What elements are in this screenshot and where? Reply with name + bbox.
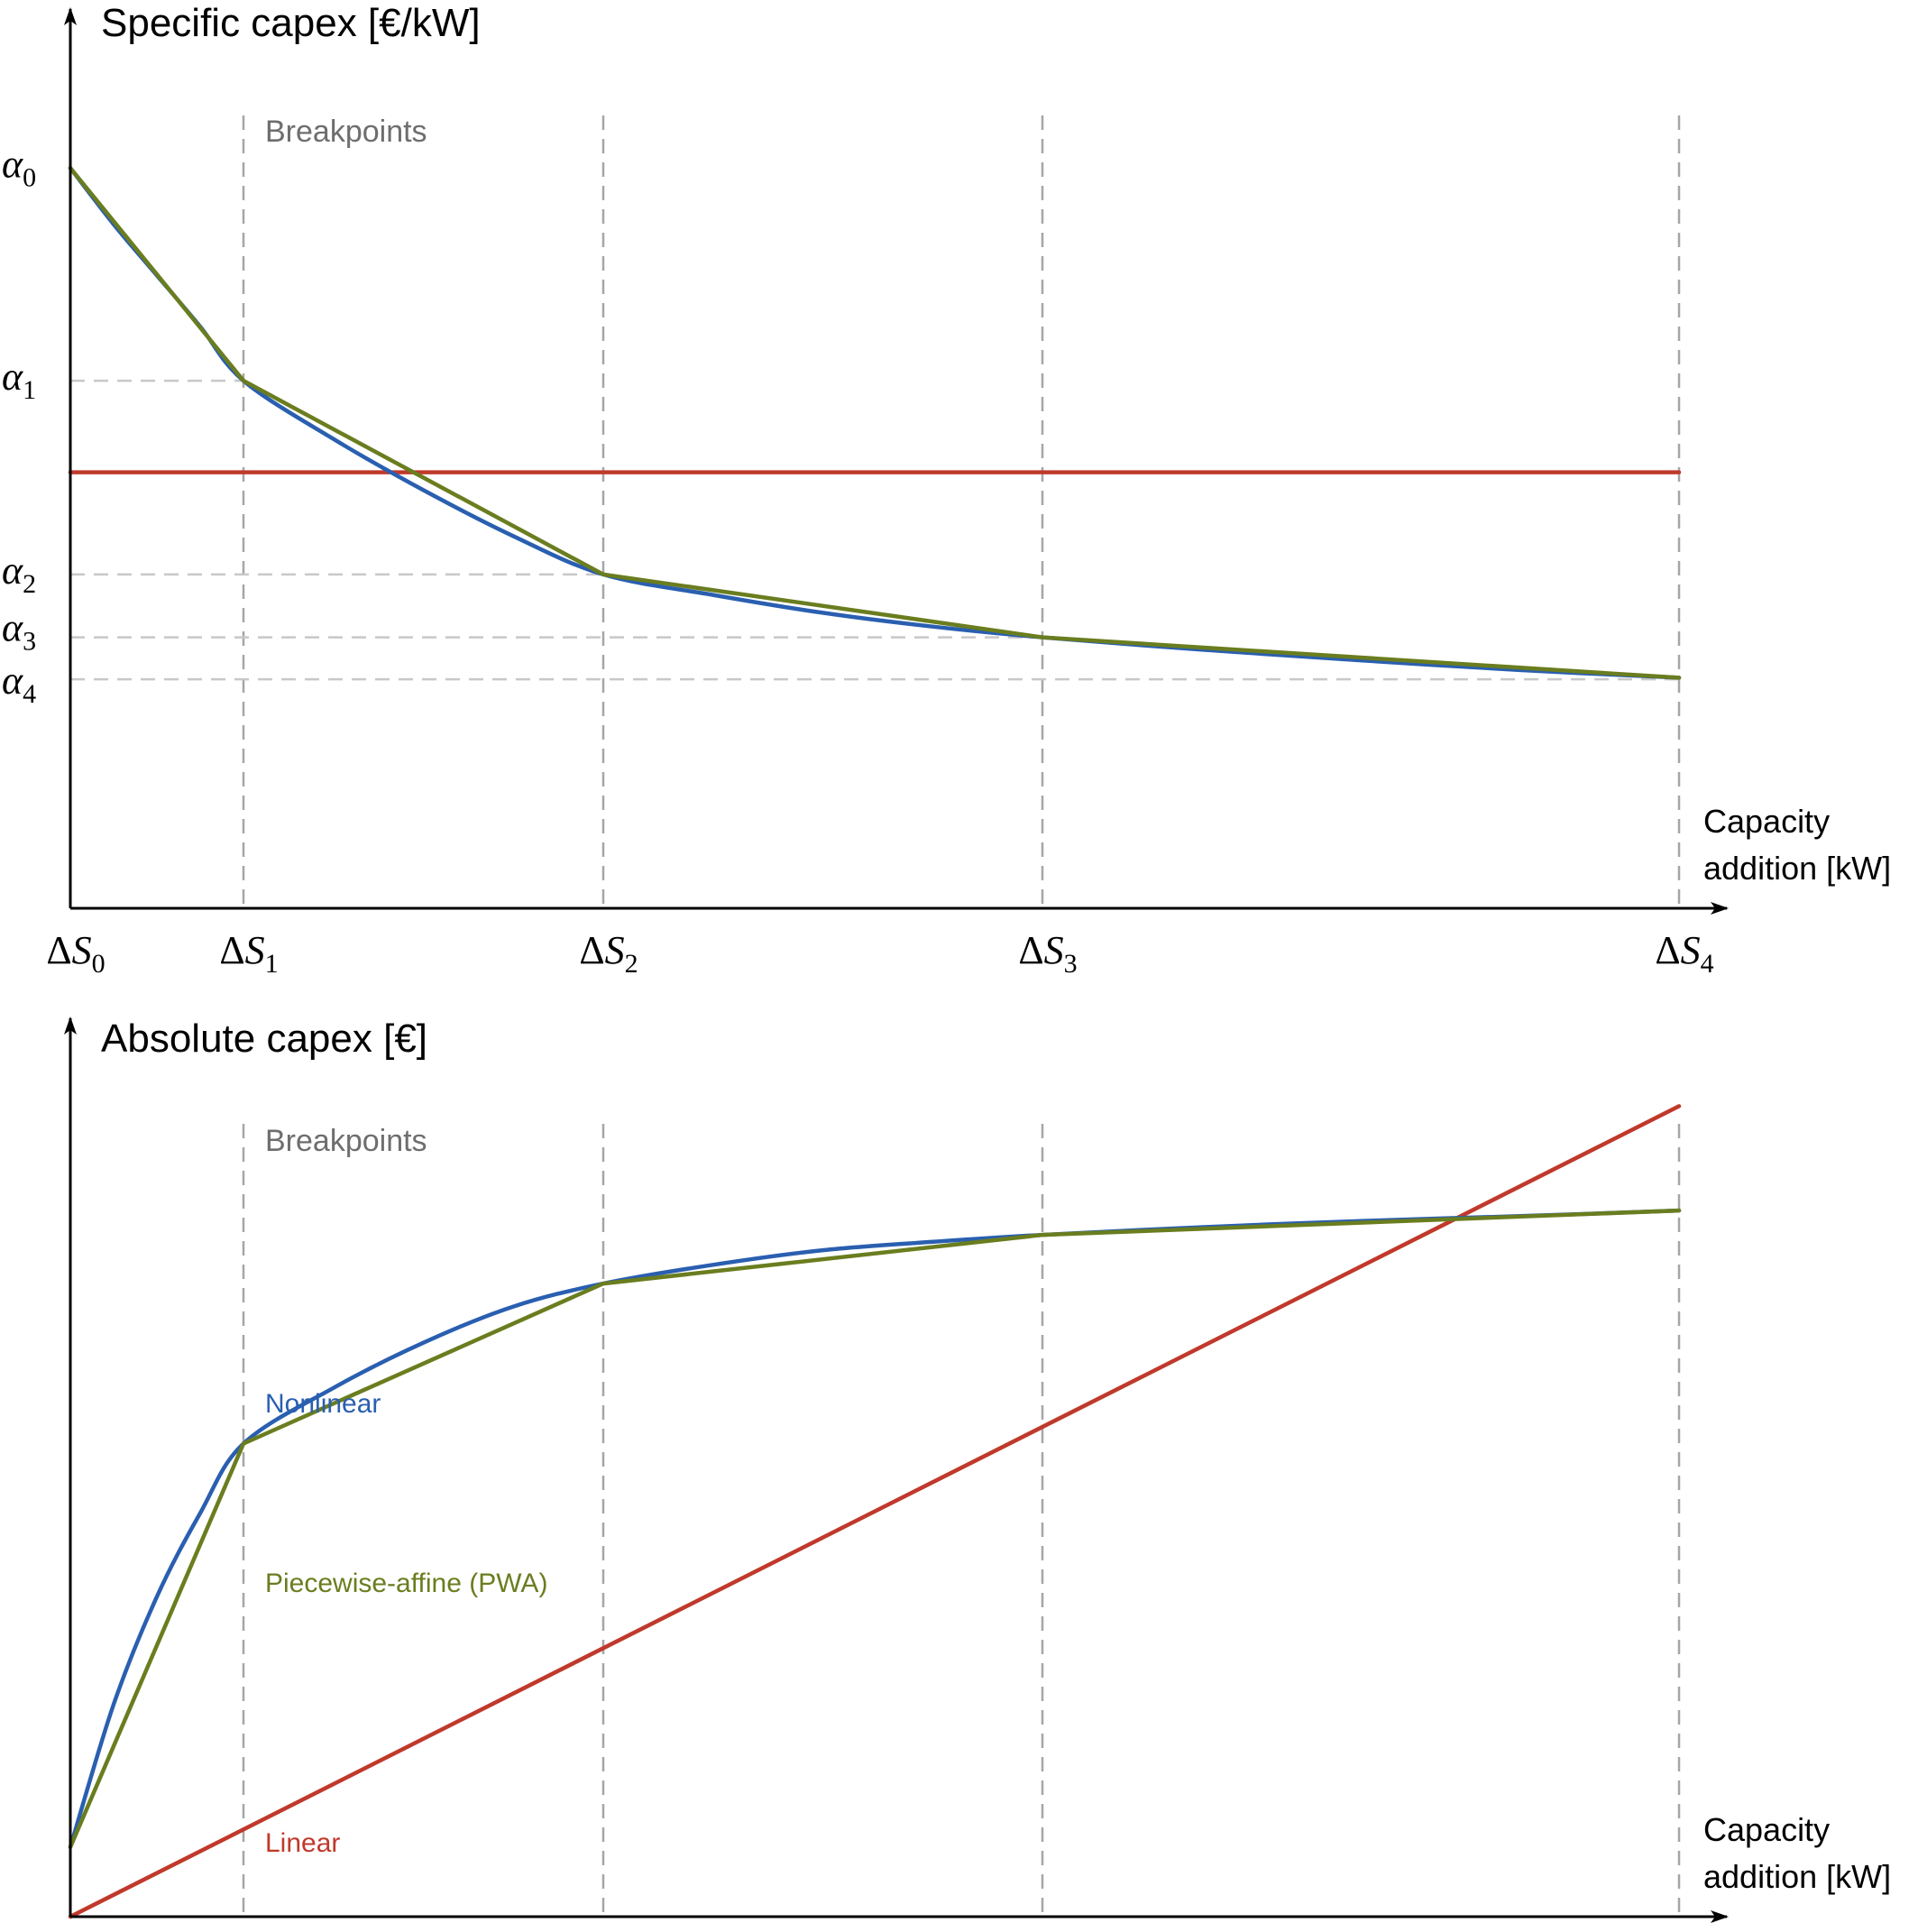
top-y-tick-label-4: α4 [2, 658, 36, 709]
top-y-axis-title: Specific capex [€/kW] [101, 1, 481, 45]
top-series-lines [68, 166, 1682, 680]
bottom-x-axis-title-line1: Capacity [1703, 1811, 1830, 1848]
top-y-tick-label-2: α2 [2, 548, 36, 599]
top-x-tick-labels: ΔS0 ΔS1 ΔS2 ΔS3 ΔS4 [46, 928, 1713, 979]
top-x-tick-label-2: ΔS2 [579, 928, 638, 979]
top-pwa-curve [68, 166, 1682, 680]
top-nonlinear-curve [68, 166, 1682, 680]
bottom-linear-curve [68, 1104, 1682, 1919]
top-alpha-guide-lines [70, 379, 1679, 681]
top-x-axis-title-line1: Capacity [1703, 803, 1830, 840]
top-x-tick-label-4: ΔS4 [1655, 928, 1713, 979]
top-breakpoints-label: Breakpoints [265, 115, 427, 149]
bottom-series-lines [68, 1104, 1682, 1919]
bottom-y-axis-title: Absolute capex [€] [101, 1017, 427, 1061]
specific-capex-chart: Specific capex [€/kW] Breakpoints Capaci… [2, 1, 1891, 979]
top-x-tick-label-1: ΔS1 [219, 928, 278, 979]
pwa-series-label: Piecewise-affine (PWA) [265, 1569, 547, 1598]
bottom-x-axis-title-line2: addition [kW] [1703, 1858, 1891, 1895]
top-x-tick-label-0: ΔS0 [46, 928, 105, 979]
top-x-axis-title-line2: addition [kW] [1703, 850, 1891, 887]
linear-series-label: Linear [265, 1828, 340, 1858]
top-x-tick-label-3: ΔS3 [1018, 928, 1077, 979]
bottom-pwa-curve [68, 1208, 1682, 1850]
top-y-tick-label-3: α3 [2, 606, 36, 657]
bottom-breakpoints-label: Breakpoints [265, 1124, 427, 1158]
absolute-capex-chart: Absolute capex [€] Breakpoints Capacity … [64, 1017, 1891, 1923]
top-y-tick-label-1: α1 [2, 354, 36, 405]
nonlinear-series-label: Nonlinear [265, 1389, 381, 1419]
bottom-breakpoint-lines [242, 1124, 1681, 1917]
bottom-nonlinear-curve [68, 1208, 1682, 1850]
top-y-tick-label-0: α0 [2, 142, 36, 192]
top-breakpoint-lines [242, 115, 1681, 908]
